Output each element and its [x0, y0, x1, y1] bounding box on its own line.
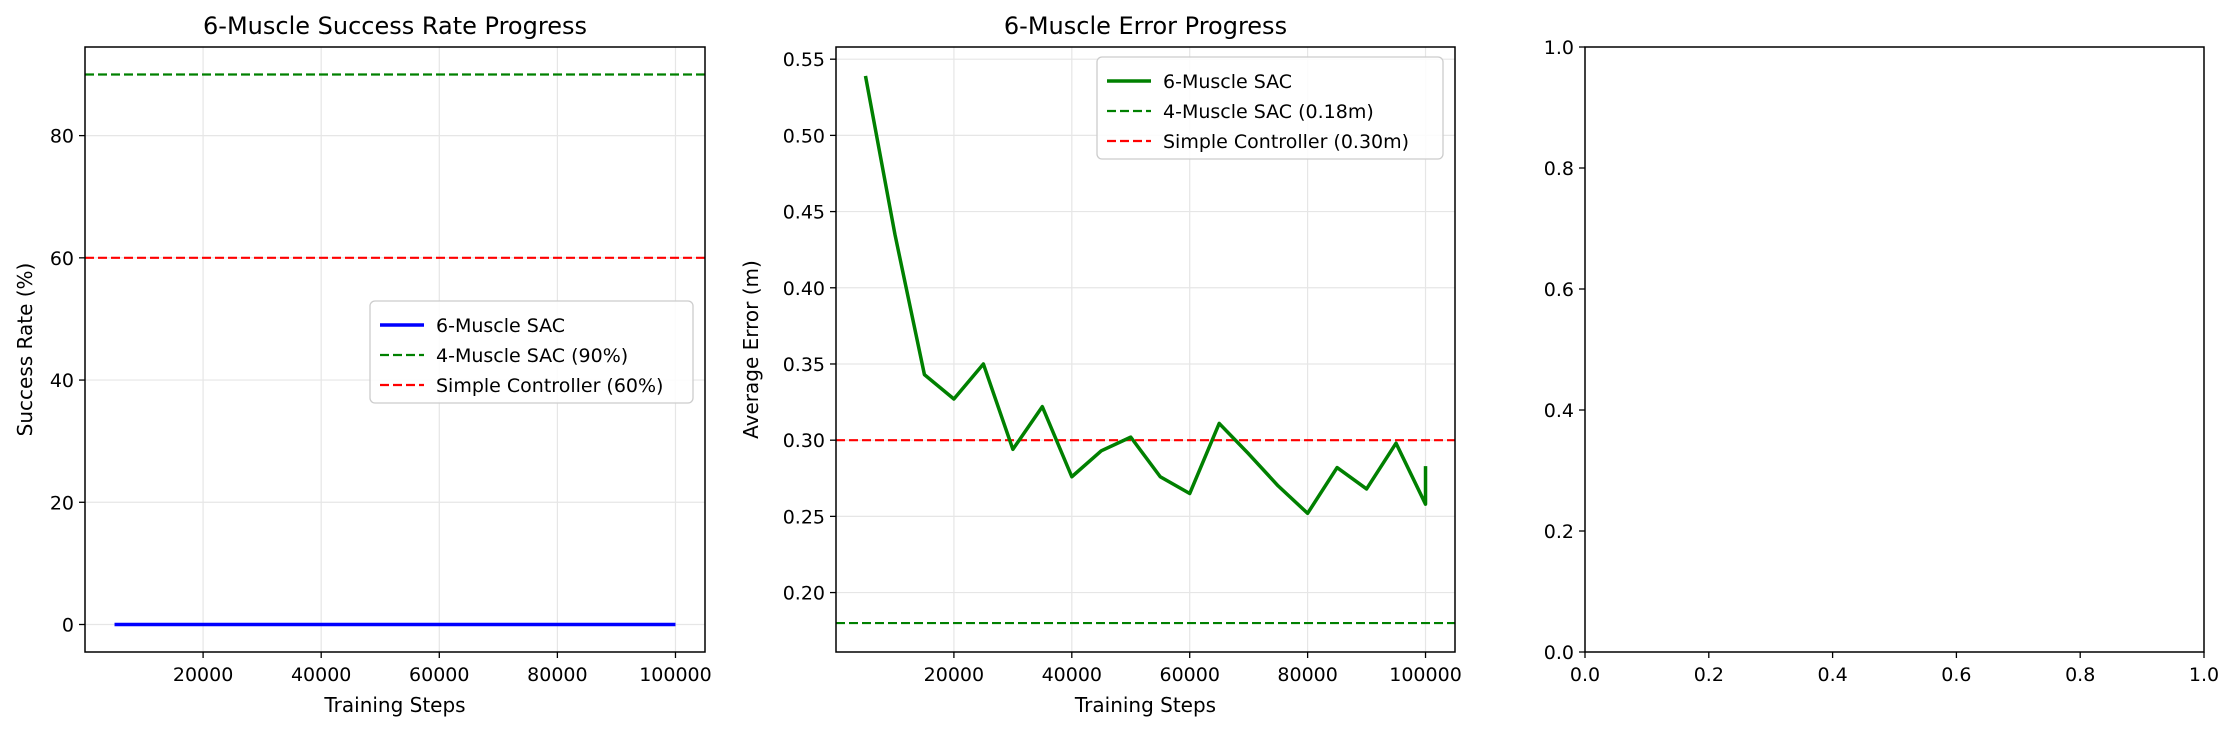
- legend-label: Simple Controller (60%): [436, 375, 663, 397]
- x-axis-label: Training Steps: [323, 693, 465, 717]
- y-tick-label: 0.2: [1544, 521, 1574, 543]
- y-tick-label: 1.0: [1544, 37, 1574, 59]
- y-tick-label: 80: [50, 126, 74, 148]
- y-tick-label: 0.50: [783, 125, 825, 147]
- plot-area: [85, 73, 705, 627]
- y-tick-label: 0: [62, 615, 74, 637]
- chart-panel-3: 0.0 0.2 0.4 0.6 0.8 1.0 0.0 0.2 0.4 0.6 0.8 1.0: [1544, 37, 2219, 686]
- legend-label: 6-Muscle SAC: [1163, 71, 1292, 93]
- series-line: [863, 75, 1428, 516]
- y-tick-label: 0.55: [783, 49, 825, 71]
- y-tick-label: 0.25: [783, 506, 825, 528]
- chart-title: 6-Muscle Error Progress: [1004, 12, 1287, 40]
- x-tick-label: 1.0: [2189, 664, 2219, 686]
- y-tick-label: 0.4: [1544, 400, 1574, 422]
- x-tick-label: 40000: [291, 664, 351, 686]
- x-tick-label: 0.6: [1941, 664, 1971, 686]
- axes-frame: [835, 46, 1456, 653]
- y-tick-label: 0.40: [783, 278, 825, 300]
- legend-box: [369, 300, 694, 404]
- x-tick-label: 0.8: [2065, 664, 2095, 686]
- x-axis-label: Training Steps: [1074, 693, 1216, 717]
- x-tick-label: 20000: [924, 664, 984, 686]
- y-tick-label: 0.6: [1544, 279, 1574, 301]
- chart-title: 6-Muscle Success Rate Progress: [203, 12, 587, 40]
- x-tick-label: 0.2: [1694, 664, 1724, 686]
- y-tick-label: 0.35: [783, 354, 825, 376]
- y-tick-label: 0.20: [783, 583, 825, 605]
- legend-label: 4-Muscle SAC (90%): [436, 345, 628, 367]
- x-tick-label: 0.4: [1817, 664, 1847, 686]
- plot-area: [836, 75, 1455, 625]
- x-tick-label: 40000: [1042, 664, 1102, 686]
- legend: 6-Muscle SAC 4-Muscle SAC (0.18m) Simple C…: [1096, 56, 1444, 160]
- axes-frame: [1584, 46, 2205, 653]
- chart-panel-2: 20000 40000 60000 80000 100000 0.20 0.25 0.30 0.…: [739, 12, 1462, 717]
- legend-label: Simple Controller (0.30m): [1163, 131, 1409, 153]
- y-tick-label: 0.8: [1544, 158, 1574, 180]
- axes-frame: [84, 46, 706, 653]
- chart-panel-1: 20000 40000 60000 80000 100000 0 20 40 60 80 6-Mus…: [13, 12, 712, 717]
- x-tick-label: 80000: [1277, 664, 1337, 686]
- y-tick-label: 0.30: [783, 430, 825, 452]
- legend-box: [1096, 56, 1444, 160]
- x-tick-label: 20000: [173, 664, 233, 686]
- legend-label: 4-Muscle SAC (0.18m): [1163, 101, 1374, 123]
- y-tick-label: 40: [50, 370, 74, 392]
- x-tick-label: 60000: [409, 664, 469, 686]
- legend: 6-Muscle SAC 4-Muscle SAC (90%) Simple Con…: [369, 300, 694, 404]
- x-tick-label: 0.0: [1570, 664, 1600, 686]
- legend-label: 6-Muscle SAC: [436, 315, 565, 337]
- y-tick-label: 20: [50, 492, 74, 514]
- y-axis-label: Average Error (m): [739, 260, 763, 439]
- x-tick-label: 60000: [1159, 664, 1219, 686]
- y-tick-label: 60: [50, 248, 74, 270]
- y-axis-label: Success Rate (%): [13, 263, 37, 437]
- x-tick-label: 100000: [1389, 664, 1462, 686]
- x-tick-label: 80000: [527, 664, 587, 686]
- y-tick-label: 0.45: [783, 202, 825, 224]
- y-tick-label: 0.0: [1544, 642, 1574, 664]
- x-tick-label: 100000: [639, 664, 712, 686]
